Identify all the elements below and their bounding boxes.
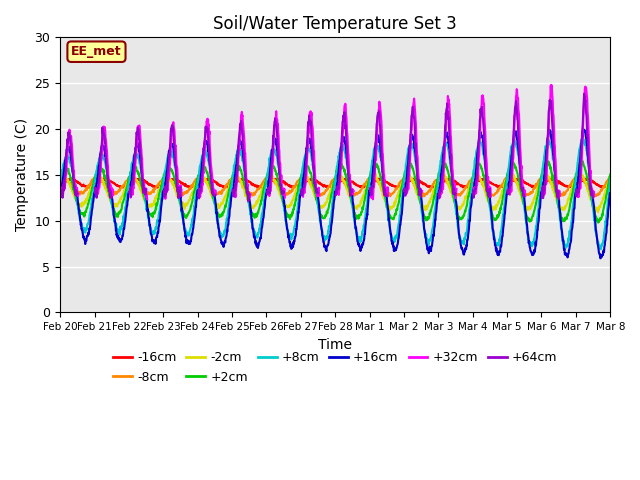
Line: -2cm: -2cm (60, 171, 611, 212)
-2cm (607, 175, 614, 181)
+8cm (56, 179, 64, 185)
-8cm (338, 176, 346, 182)
+16cm (571, 198, 579, 204)
+32cm (305, 130, 313, 136)
-16cm (572, 181, 579, 187)
-2cm (435, 174, 443, 180)
+8cm (67, 157, 74, 163)
-16cm (339, 178, 346, 183)
-16cm (56, 181, 64, 187)
-2cm (571, 177, 579, 182)
+16cm (338, 140, 346, 146)
-8cm (435, 174, 443, 180)
+16cm (607, 192, 614, 197)
+8cm (597, 246, 605, 252)
-2cm (594, 209, 602, 215)
-16cm (156, 184, 163, 190)
+2cm (155, 196, 163, 202)
Y-axis label: Temperature (C): Temperature (C) (15, 118, 29, 231)
+16cm (67, 151, 74, 156)
+32cm (338, 156, 346, 162)
-16cm (607, 182, 614, 188)
+64cm (67, 142, 74, 148)
+8cm (435, 169, 443, 175)
+2cm (56, 176, 64, 182)
-2cm (67, 184, 74, 190)
-16cm (306, 177, 314, 182)
+16cm (56, 190, 64, 196)
-2cm (338, 174, 346, 180)
Line: +2cm: +2cm (60, 161, 611, 223)
-16cm (86, 185, 94, 191)
+2cm (435, 170, 443, 176)
Line: +64cm: +64cm (61, 94, 593, 201)
-16cm (100, 176, 108, 181)
+2cm (577, 158, 585, 164)
-2cm (155, 189, 163, 194)
-2cm (56, 179, 64, 185)
+8cm (579, 134, 587, 140)
Line: +32cm: +32cm (61, 85, 594, 199)
-8cm (67, 181, 74, 187)
-8cm (155, 180, 163, 186)
+2cm (67, 175, 74, 181)
Line: +16cm: +16cm (60, 130, 611, 258)
+16cm (580, 127, 588, 132)
Line: +8cm: +8cm (60, 137, 611, 249)
Line: -16cm: -16cm (60, 179, 611, 188)
+64cm (435, 195, 443, 201)
+16cm (305, 139, 313, 144)
+16cm (435, 188, 443, 193)
-16cm (67, 176, 74, 182)
Title: Soil/Water Temperature Set 3: Soil/Water Temperature Set 3 (213, 15, 457, 33)
-8cm (541, 172, 548, 178)
+2cm (338, 162, 346, 168)
+64cm (338, 138, 346, 144)
-8cm (591, 193, 598, 199)
+2cm (595, 220, 602, 226)
X-axis label: Time: Time (318, 337, 352, 352)
-8cm (56, 176, 64, 181)
+16cm (596, 255, 604, 261)
-8cm (572, 175, 579, 181)
-8cm (305, 178, 313, 184)
+32cm (67, 136, 74, 142)
+8cm (571, 187, 579, 192)
+2cm (305, 166, 313, 172)
Legend: -16cm, -8cm, -2cm, +2cm, +8cm, +16cm, +32cm, +64cm: -16cm, -8cm, -2cm, +2cm, +8cm, +16cm, +3… (108, 347, 562, 389)
+16cm (155, 225, 163, 230)
+2cm (607, 171, 614, 177)
-2cm (305, 178, 313, 183)
Text: EE_met: EE_met (71, 45, 122, 58)
+64cm (305, 117, 313, 123)
+8cm (338, 145, 346, 151)
+8cm (607, 176, 614, 181)
-16cm (436, 180, 444, 186)
+8cm (305, 146, 313, 152)
+8cm (155, 213, 163, 219)
Line: -8cm: -8cm (60, 175, 611, 196)
-8cm (607, 175, 614, 180)
-2cm (575, 168, 583, 174)
+2cm (571, 178, 579, 184)
